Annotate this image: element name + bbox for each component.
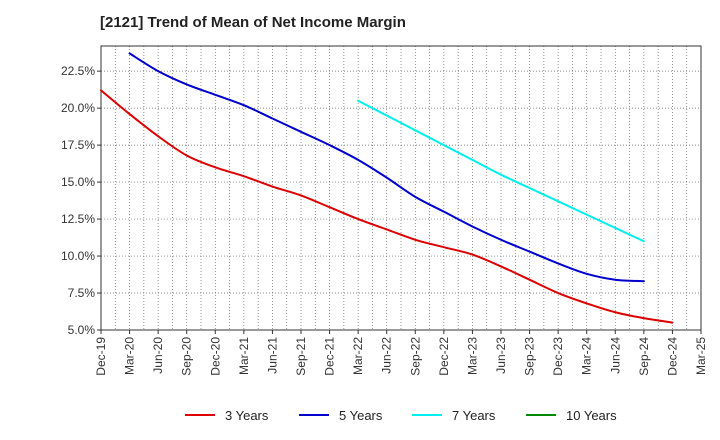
plot-area bbox=[100, 45, 702, 331]
x-tick-label: Sep-23 bbox=[523, 337, 537, 376]
chart-title: [2121] Trend of Mean of Net Income Margi… bbox=[100, 14, 406, 31]
x-tick-label: Dec-19 bbox=[94, 337, 108, 376]
x-tick-label: Sep-22 bbox=[408, 337, 422, 376]
legend-item: 7 Years bbox=[412, 404, 495, 426]
x-tick-label: Mar-22 bbox=[351, 337, 365, 375]
legend: 3 Years 5 Years 7 Years 10 Years bbox=[0, 404, 720, 426]
series-lines bbox=[100, 52, 674, 324]
y-tick-label: 20.0% bbox=[61, 101, 95, 115]
legend-item: 5 Years bbox=[299, 404, 382, 426]
y-tick-label: 22.5% bbox=[61, 64, 95, 78]
y-tick-label: 12.5% bbox=[61, 212, 95, 226]
legend-item: 3 Years bbox=[185, 404, 268, 426]
x-tick-label: Jun-24 bbox=[608, 337, 622, 374]
x-tick-label: Sep-21 bbox=[294, 337, 308, 376]
x-tick-label: Mar-25 bbox=[694, 337, 708, 375]
legend-label: 3 Years bbox=[225, 407, 269, 423]
y-tick-label: 7.5% bbox=[68, 286, 96, 300]
x-tick-label: Jun-23 bbox=[494, 337, 508, 374]
legend-swatch-10-years bbox=[526, 414, 556, 416]
x-tick-label: Sep-24 bbox=[637, 337, 651, 376]
y-tick-label: 17.5% bbox=[61, 138, 95, 152]
x-tick-label: Mar-23 bbox=[465, 337, 479, 375]
grid bbox=[101, 46, 701, 330]
legend-label: 10 Years bbox=[566, 407, 617, 423]
legend-swatch-5-years bbox=[299, 414, 329, 416]
series-line-5-years bbox=[128, 52, 645, 283]
legend-swatch-7-years bbox=[412, 414, 442, 416]
series-line-7-years bbox=[357, 99, 645, 243]
y-axis: 5.0% 7.5% 10.0% 12.5% 15.0% 17.5% 20.0% 22.5% bbox=[61, 64, 101, 337]
x-tick-label: Mar-21 bbox=[237, 337, 251, 375]
legend-swatch-3-years bbox=[185, 414, 215, 416]
x-tick-label: Mar-24 bbox=[580, 337, 594, 375]
x-axis: Dec-19 Mar-20 Jun-20 Sep-20 Dec-20 Mar-21 Jun-… bbox=[94, 330, 708, 376]
y-tick-label: 10.0% bbox=[61, 249, 95, 263]
x-tick-label: Jun-22 bbox=[380, 337, 394, 374]
y-tick-label: 15.0% bbox=[61, 175, 95, 189]
x-tick-label: Dec-21 bbox=[323, 337, 337, 376]
x-tick-label: Dec-20 bbox=[208, 337, 222, 376]
x-tick-label: Jun-21 bbox=[265, 337, 279, 374]
x-tick-label: Dec-23 bbox=[551, 337, 565, 376]
x-tick-label: Sep-20 bbox=[180, 337, 194, 376]
series-line-3-years bbox=[100, 89, 674, 324]
y-tick-label: 5.0% bbox=[68, 323, 96, 337]
x-tick-label: Jun-20 bbox=[151, 337, 165, 374]
x-tick-label: Mar-20 bbox=[123, 337, 137, 375]
legend-item: 10 Years bbox=[526, 404, 617, 426]
legend-label: 5 Years bbox=[339, 407, 383, 423]
x-tick-label: Dec-22 bbox=[437, 337, 451, 376]
legend-label: 7 Years bbox=[452, 407, 496, 423]
x-tick-label: Dec-24 bbox=[665, 337, 679, 376]
